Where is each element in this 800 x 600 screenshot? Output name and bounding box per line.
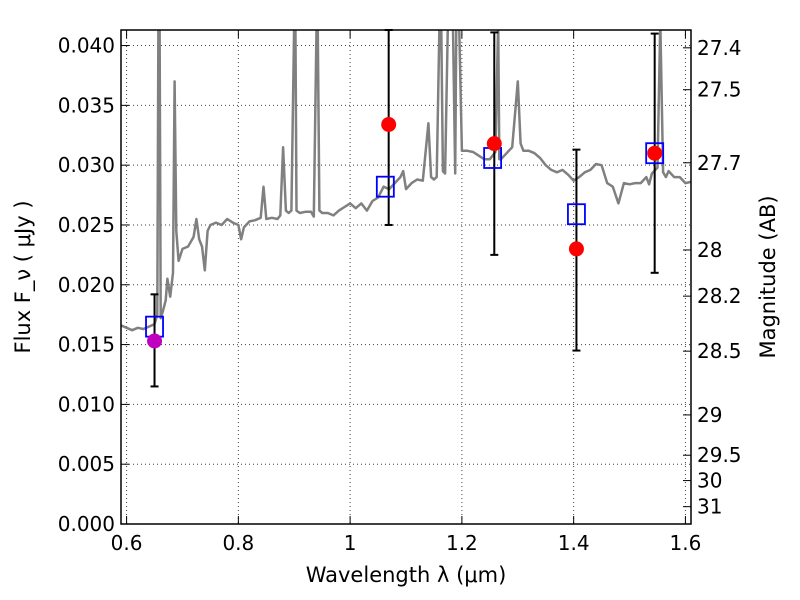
model-point [375,175,395,198]
y-tick-label: 0.000 [58,512,115,536]
observed-layer [147,116,663,349]
y-tick-label: 0.035 [58,93,115,117]
y-axis-left: 0.000 0.005 0.010 0.015 0.020 0.025 0.030 0.035… [58,34,129,536]
model-point [645,142,665,165]
model-point [567,203,586,226]
right-tick-label: 30 [697,469,722,493]
x-axis-label: Wavelength λ (μm) [306,563,507,587]
right-tick-label: 27.5 [697,78,742,102]
y-tick-label: 0.005 [58,452,115,476]
y-tick-label: 0.030 [58,153,115,177]
observed-point [568,241,584,257]
y-axis-right-label: Magnitude (AB) [756,195,780,358]
x-axis: 0.6 0.8 1 1.2 1.4 1.6 [111,30,702,555]
right-tick-label: 28.5 [697,339,742,363]
y-tick-label: 0.040 [58,34,115,58]
plot-frame [120,29,692,525]
right-tick-label: 31 [697,495,722,519]
observed-point [381,116,397,132]
observed-point [647,145,663,161]
right-tick-label: 29.5 [697,443,742,467]
right-tick-label: 27.7 [697,151,742,175]
right-tick-label: 27.4 [697,36,742,60]
y-tick-label: 0.020 [58,273,115,297]
right-tick-label: 28.2 [697,284,742,308]
grid [121,30,691,524]
x-tick-label: 1.4 [558,531,590,555]
observed-point [147,333,163,349]
observed-point [486,136,502,152]
x-tick-label: 1.2 [446,531,478,555]
right-tick-label: 28 [697,238,722,262]
x-tick-label: 0.8 [222,531,254,555]
x-tick-label: 1 [344,531,357,555]
y-tick-label: 0.015 [58,333,115,357]
x-tick-label: 0.6 [111,531,143,555]
y-tick-label: 0.010 [58,392,115,416]
x-tick-label: 1.6 [670,531,702,555]
y-axis-label: Flux F_ν ( μJy ) [11,200,36,353]
right-tick-label: 29 [697,403,722,427]
model-layer [145,142,665,338]
y-tick-label: 0.025 [58,213,115,237]
